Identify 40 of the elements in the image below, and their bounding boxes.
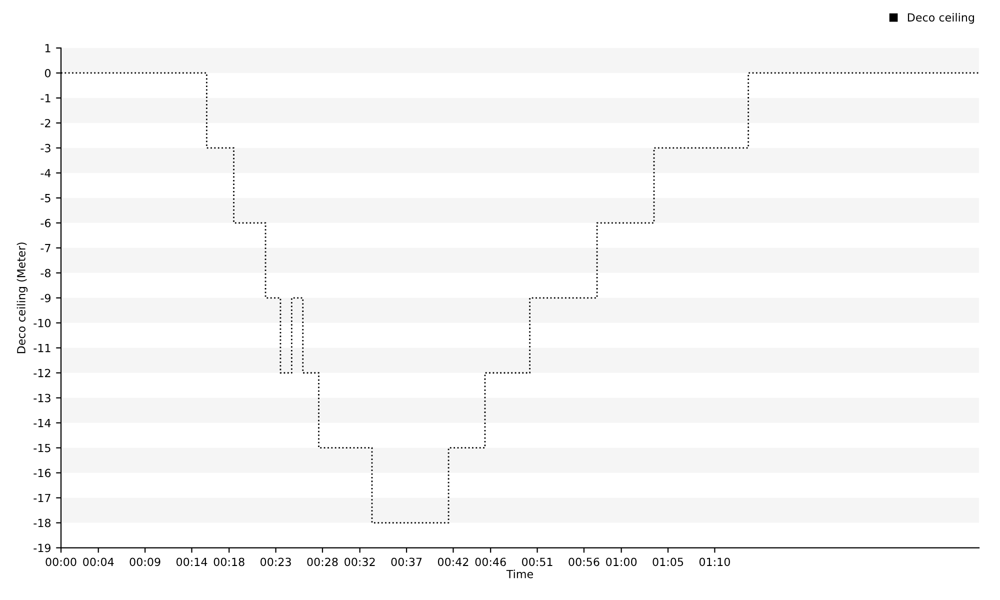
y-tick-label: -8: [40, 268, 51, 278]
x-tick-label: 00:37: [391, 558, 422, 566]
y-tick-label: -9: [40, 294, 50, 302]
y-tick-label: -18: [34, 518, 51, 528]
x-tick-label: 00:14: [176, 558, 208, 566]
y-tick-label: -14: [34, 418, 51, 428]
x-tick-label: 00:56: [568, 558, 600, 566]
y-tick-label: -15: [34, 444, 50, 452]
y-tick-label: -3: [40, 144, 50, 152]
y-tick-label: -11: [34, 344, 50, 352]
y-axis-title: Deco ceiling (Meter): [16, 242, 28, 354]
x-tick-label: 00:00: [46, 558, 76, 566]
x-tick-label: 00:09: [130, 558, 160, 566]
x-tick-label: 00:18: [214, 558, 244, 566]
x-tick-label: 00:23: [260, 558, 291, 566]
x-tick-label: 00:04: [83, 558, 114, 566]
y-tick-label: 1: [45, 44, 50, 52]
x-tick-label: 00:28: [307, 558, 338, 566]
legend-label: Deco ceiling: [908, 13, 974, 24]
y-tick-label: -17: [34, 494, 50, 502]
x-tick-label: 00:51: [522, 558, 552, 566]
x-tick-label: 00:46: [475, 558, 506, 566]
y-tick-label: -7: [40, 244, 50, 252]
x-tick-label: 01:00: [606, 558, 637, 566]
y-tick-label: -5: [40, 194, 50, 202]
x-axis-title: Time: [506, 570, 533, 578]
y-tick-label: -12: [34, 368, 50, 378]
y-tick-label: 0: [44, 68, 51, 78]
y-tick-label: -10: [34, 318, 51, 328]
x-tick-label: 00:32: [344, 558, 375, 566]
y-tick-label: -6: [40, 218, 51, 228]
y-tick-label: -4: [40, 169, 51, 178]
x-tick-label: 01:05: [652, 558, 684, 566]
y-tick-label: -1: [40, 94, 50, 102]
x-tick-label: 01:10: [699, 558, 730, 566]
y-tick-label: -13: [34, 394, 50, 402]
y-tick-label: -19: [34, 544, 50, 552]
y-tick-label: -2: [40, 118, 50, 128]
x-tick-label: 00:42: [438, 558, 468, 566]
y-tick-label: -16: [34, 468, 51, 478]
